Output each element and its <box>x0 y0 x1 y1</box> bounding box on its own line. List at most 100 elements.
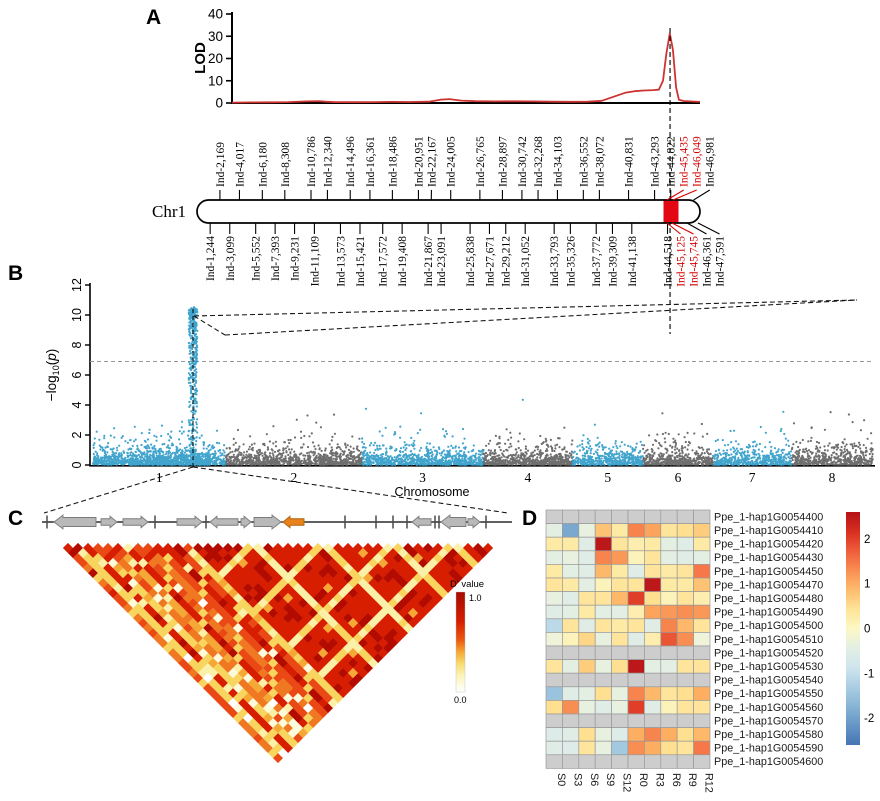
heatmap-cell <box>693 536 711 552</box>
sample-column-label: S6 <box>588 773 600 786</box>
heatmap-cell <box>676 659 694 674</box>
marker-label-bottom: Ind-35,326 <box>565 236 577 287</box>
marker-label-top: Ind-36,552 <box>578 136 590 187</box>
heatmap-cell <box>693 509 711 524</box>
heatmap-cell <box>578 523 596 538</box>
marker-label-top: Ind-8,308 <box>280 142 292 187</box>
heatmap-cell <box>562 672 580 688</box>
heatmap-cell <box>545 700 563 715</box>
marker-label-top: Ind-43,293 <box>650 136 662 187</box>
heatmap-cell <box>545 713 563 728</box>
heatmap-cell <box>578 632 596 647</box>
panel-d-label: D <box>522 507 537 530</box>
heatmap-cell <box>660 577 678 592</box>
chromosome-axis-label: 3 <box>419 470 426 485</box>
marker-label-bottom: Ind-19,408 <box>397 236 409 287</box>
heatmap-cell <box>660 727 678 742</box>
heatmap-cell <box>611 713 629 728</box>
sample-column-label: R3 <box>653 773 665 787</box>
heatmap-cell <box>644 604 662 620</box>
heatmap-cell <box>693 564 711 579</box>
wedge-b-to-c-left <box>43 466 194 514</box>
marker-label-top: Ind-45,435 <box>679 136 691 187</box>
heatmap-cell <box>660 564 678 579</box>
gene-arrow <box>253 514 282 530</box>
heatmap-cell <box>627 591 645 606</box>
heatmap-cell <box>627 550 645 565</box>
heatmap-cell <box>545 604 563 620</box>
ld-legend-max: 1.0 <box>469 593 482 603</box>
manhattan-ytick-label: 4 <box>70 401 84 408</box>
heatmap-cell <box>693 713 711 728</box>
heatmap-cell <box>693 754 711 769</box>
panel-b-label: B <box>8 262 23 285</box>
ld-triangle <box>62 542 494 764</box>
heatmap-cell <box>562 754 580 769</box>
heatmap-cell <box>562 550 580 565</box>
heatmap-cell <box>578 509 596 524</box>
heatmap-cell <box>562 509 580 524</box>
marker-label-top: Ind-22,167 <box>426 136 438 187</box>
heatmap-cell <box>562 713 580 728</box>
heatmap-cell <box>644 550 662 565</box>
heatmap-cell <box>594 700 612 715</box>
ld-legend-colorbar <box>455 591 466 693</box>
chromosome-axis-label: 8 <box>829 470 836 485</box>
panel-connector-lines <box>43 299 858 514</box>
qtl-red-region <box>663 200 679 223</box>
heatmap-cell <box>693 727 711 742</box>
heatmap-cell <box>693 523 711 538</box>
heatmap-cell <box>644 754 662 769</box>
heatmap-cell <box>660 523 678 538</box>
heatmap-cell <box>545 659 563 674</box>
heatmap-cell <box>693 740 711 756</box>
heatmap-cell <box>594 727 612 742</box>
heatmap-cell <box>562 645 580 660</box>
gene-arrow <box>176 515 203 529</box>
marker-label-bottom: Ind-27,671 <box>484 236 496 287</box>
marker-label-top: Ind-46,981 <box>705 136 717 187</box>
heatmap-cell <box>627 577 645 592</box>
heatmap-cell <box>578 577 596 592</box>
heatmap-cell <box>578 672 596 688</box>
heatmap-cell <box>594 713 612 728</box>
heatmap-cell <box>676 618 694 633</box>
marker-label-top: Ind-26,765 <box>475 136 487 187</box>
expression-legend-tick: -2 <box>864 713 874 725</box>
heatmap-cell <box>644 564 662 579</box>
heatmap-cell <box>578 740 596 756</box>
heatmap-cell <box>562 591 580 606</box>
heatmap-cell <box>594 618 612 633</box>
manhattan-y-axis-title: −log10(p) <box>44 349 61 401</box>
candidate-gene-arrow <box>282 515 305 529</box>
heatmap-cell <box>611 686 629 701</box>
heatmap-cell <box>644 700 662 715</box>
heatmap-cell <box>611 740 629 756</box>
gene-row-label: Ppe_1-hap1G0054490 <box>714 607 823 619</box>
heatmap-cell <box>627 700 645 715</box>
heatmap-cell <box>562 604 580 620</box>
marker-label-top: Ind-34,103 <box>552 136 564 187</box>
lod-ytick-label: 40 <box>208 7 223 22</box>
heatmap-cell <box>627 645 645 660</box>
gene-arrow <box>100 515 118 529</box>
heatmap-cell <box>578 604 596 620</box>
heatmap-cell <box>611 754 629 769</box>
heatmap-cell <box>578 713 596 728</box>
gene-row-label: Ppe_1-hap1G0054550 <box>714 688 823 700</box>
sample-column-label: R9 <box>686 773 698 787</box>
ld-cells <box>182 597 314 759</box>
heatmap-cell <box>676 686 694 701</box>
heatmap-cell <box>644 713 662 728</box>
marker-connector-top <box>693 189 711 201</box>
ld-legend-min: 0.0 <box>454 695 467 705</box>
lod-axes <box>231 12 700 104</box>
heatmap-cell <box>611 536 629 552</box>
heatmap-cell <box>644 740 662 756</box>
gene-row-label: Ppe_1-hap1G0054580 <box>714 729 823 741</box>
lod-ytick-label: 20 <box>208 51 223 66</box>
heatmap-cell <box>562 564 580 579</box>
heatmap-cell <box>644 523 662 538</box>
